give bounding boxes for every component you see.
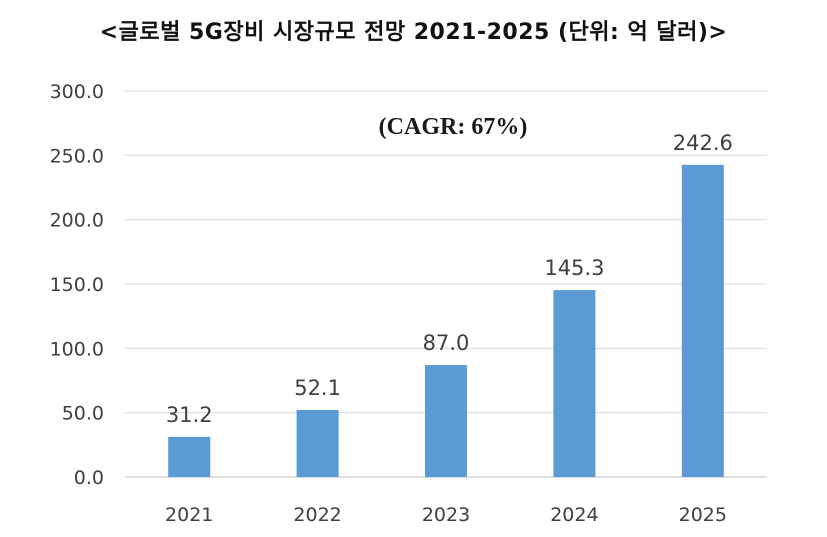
y-tick-label: 50.0 — [62, 403, 104, 425]
y-tick-label: 200.0 — [50, 210, 104, 232]
bar-2023 — [425, 365, 467, 477]
y-tick-label: 250.0 — [50, 145, 104, 167]
cagr-annotation: (CAGR: 67%) — [379, 114, 528, 140]
chart-title: <글로벌 5G장비 시장규모 전망 2021-2025 (단위: 억 달러)> — [99, 20, 728, 45]
y-tick-label: 150.0 — [50, 274, 104, 296]
y-tick-label: 100.0 — [50, 338, 104, 360]
data-label-2021: 31.2 — [166, 403, 213, 427]
x-tick-label-2025: 2025 — [679, 504, 727, 526]
bar-2021 — [168, 436, 211, 477]
bar-2024 — [553, 290, 596, 477]
bar-2022 — [296, 409, 339, 477]
y-tick-label: 0.0 — [74, 467, 104, 489]
bars — [168, 164, 724, 477]
data-labels: 31.2 52.1 87.0 145.3 242.6 — [166, 131, 733, 427]
x-axis-tick-labels: 2021 2022 2023 2024 2025 — [165, 504, 727, 526]
x-tick-label-2022: 2022 — [293, 504, 341, 526]
data-label-2022: 52.1 — [294, 376, 341, 400]
y-tick-label: 300.0 — [50, 81, 104, 103]
x-tick-label-2024: 2024 — [550, 504, 598, 526]
y-axis-tick-labels: 0.0 50.0 100.0 150.0 200.0 250.0 300.0 — [50, 81, 104, 489]
data-label-2024: 145.3 — [544, 256, 604, 280]
x-tick-label-2021: 2021 — [165, 504, 213, 526]
bar-2025 — [681, 164, 724, 477]
x-tick-label-2023: 2023 — [422, 504, 470, 526]
data-label-2025: 242.6 — [673, 131, 733, 155]
data-label-2023: 87.0 — [423, 331, 470, 355]
